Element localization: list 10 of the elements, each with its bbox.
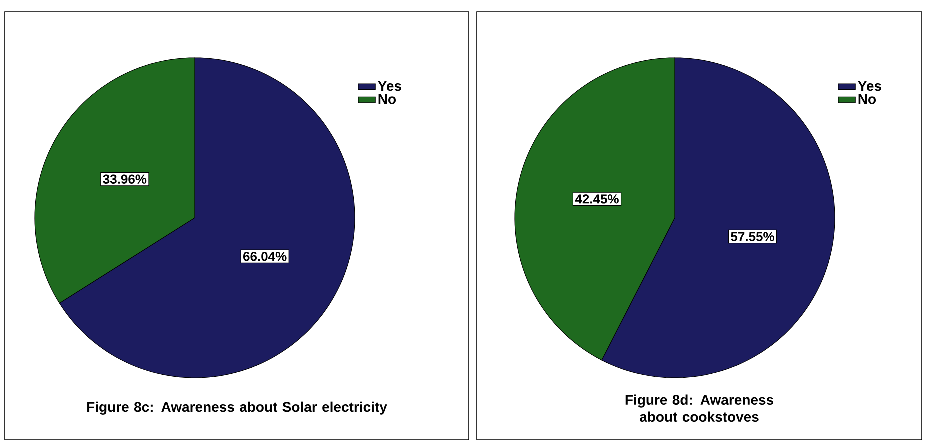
data-label: 66.04% <box>243 252 287 262</box>
legend-label: No <box>378 94 396 104</box>
text: Figure 8c: Awareness about Solar electricity <box>88 402 388 415</box>
legend-label: Yes <box>858 81 882 92</box>
data-label: 57.55% <box>731 232 774 242</box>
text: Figure 8d: Awareness about cookstoves <box>626 394 774 422</box>
legend-label: No <box>858 94 876 104</box>
data-label: 33.96% <box>103 174 147 184</box>
legend-label: Yes <box>378 81 402 92</box>
data-label: 42.45% <box>575 194 619 204</box>
